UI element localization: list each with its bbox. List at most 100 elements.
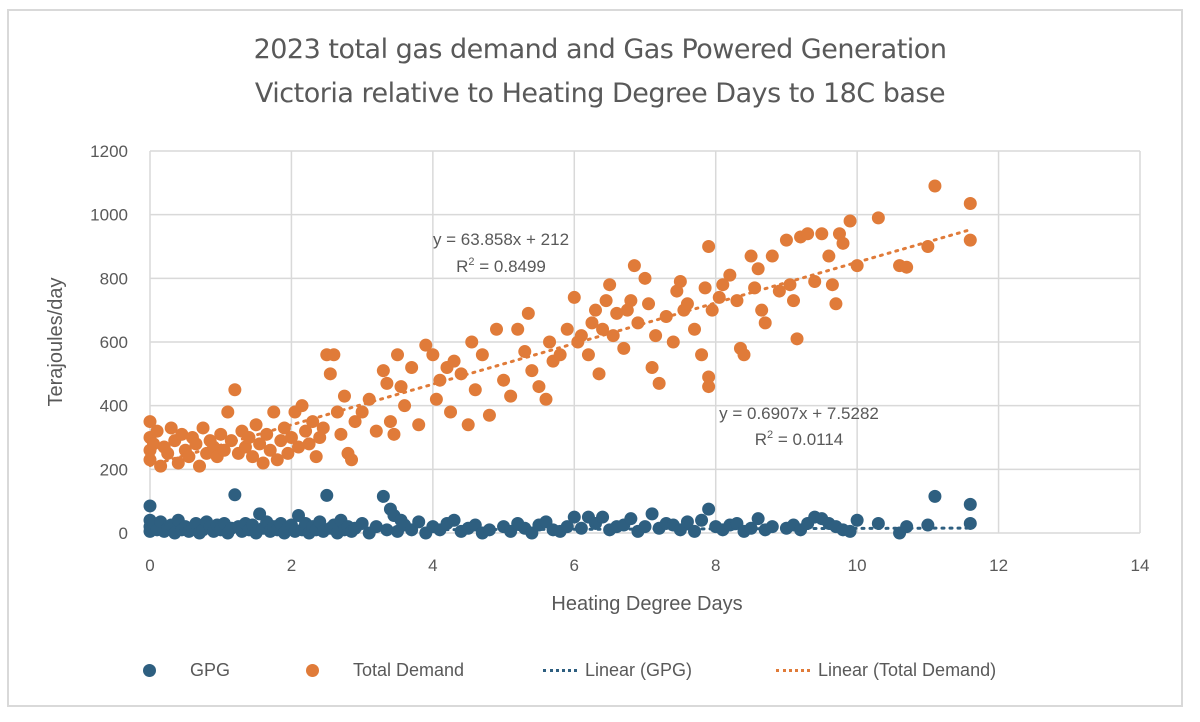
data-point: [790, 332, 804, 346]
data-point: [316, 421, 330, 435]
x-tick-label: 0: [145, 556, 154, 575]
data-point: [624, 512, 638, 526]
trendline-total-demand: [148, 228, 972, 468]
data-point: [751, 512, 765, 526]
data-point: [253, 437, 267, 451]
data-point: [175, 427, 189, 441]
y-tick-label: 1200: [90, 142, 128, 161]
trend-equation-gpg: y = 0.6907x + 7.5282: [719, 404, 879, 423]
data-point: [850, 513, 864, 527]
x-axis-title: Heating Degree Days: [551, 593, 742, 615]
data-point: [567, 290, 581, 304]
data-point: [348, 415, 362, 429]
data-point: [380, 523, 394, 537]
data-point: [567, 510, 581, 524]
chart-title-line-1: 2023 total gas demand and Gas Powered Ge…: [253, 34, 947, 65]
data-point: [525, 364, 539, 378]
y-tick-label: 400: [100, 397, 128, 416]
data-point: [900, 260, 914, 274]
data-point: [712, 290, 726, 304]
data-point: [260, 427, 274, 441]
data-point: [337, 389, 351, 403]
x-tick-label: 10: [848, 556, 867, 575]
data-point: [698, 281, 712, 295]
data-point: [323, 367, 337, 381]
data-point: [224, 434, 238, 448]
y-tick-label: 800: [100, 269, 128, 288]
data-point: [825, 278, 839, 292]
y-axis-title: Terajoules/day: [45, 278, 67, 407]
data-point: [737, 348, 751, 362]
data-point: [292, 440, 305, 454]
data-point: [270, 453, 284, 467]
data-point: [355, 405, 369, 419]
data-point: [744, 249, 758, 263]
legend-label-linear-total: Linear (Total Demand): [818, 659, 997, 680]
data-point: [295, 399, 309, 413]
x-tick-label: 12: [989, 556, 1008, 575]
data-point: [560, 520, 574, 534]
legend-marker-gpg: [143, 663, 156, 677]
data-point: [345, 453, 359, 467]
data-point: [398, 399, 412, 413]
data-point: [246, 450, 260, 464]
data-point: [320, 488, 334, 502]
data-point: [680, 297, 694, 311]
series-gpg: [143, 488, 977, 540]
data-point: [228, 488, 242, 502]
data-point: [850, 259, 864, 273]
data-point: [589, 303, 602, 317]
data-point: [274, 434, 288, 448]
data-point: [596, 322, 610, 336]
data-point: [928, 489, 942, 503]
data-point: [391, 348, 404, 362]
data-point: [299, 424, 313, 438]
data-point: [900, 520, 914, 534]
data-point: [263, 443, 277, 457]
data-point: [189, 437, 203, 451]
y-tick-label: 200: [100, 460, 128, 479]
data-point: [765, 249, 779, 263]
x-tick-label: 8: [711, 556, 720, 575]
data-point: [405, 360, 419, 374]
data-point: [465, 335, 479, 349]
data-point: [585, 316, 599, 330]
legend-line-gpg: [543, 668, 577, 672]
data-point: [380, 376, 394, 390]
data-point: [419, 338, 433, 352]
trend-r2-total: R2 = 0.8499: [456, 256, 546, 276]
data-point: [631, 316, 645, 330]
data-point: [164, 421, 178, 435]
data-point: [334, 427, 348, 441]
data-point: [504, 389, 518, 403]
data-point: [649, 329, 663, 343]
legend-label-gpg: GPG: [190, 659, 231, 680]
data-point: [581, 348, 595, 362]
x-tick-label: 14: [1131, 556, 1150, 575]
data-point: [688, 524, 701, 538]
legend-label-linear-gpg: Linear (GPG): [585, 659, 693, 680]
data-point: [387, 427, 401, 441]
data-point: [143, 415, 157, 429]
data-point: [652, 376, 666, 390]
data-point: [369, 424, 383, 438]
data-point: [871, 211, 885, 225]
data-point: [624, 294, 638, 308]
data-point: [751, 262, 765, 276]
data-point: [543, 335, 557, 349]
y-tick-label: 1000: [90, 206, 128, 225]
data-point: [871, 516, 885, 530]
data-point: [412, 515, 426, 529]
y-axis-ticks: 0 200 400 600 800 1000 1200: [90, 142, 128, 543]
data-point: [147, 437, 161, 451]
legend-marker-total: [306, 663, 319, 677]
data-point: [482, 523, 496, 537]
data-point: [281, 446, 295, 460]
data-point: [518, 345, 532, 359]
data-point: [150, 424, 164, 438]
data-point: [617, 341, 631, 355]
data-point: [815, 227, 829, 241]
data-point: [256, 456, 270, 470]
gridlines: [149, 150, 1141, 534]
data-point: [497, 373, 511, 387]
